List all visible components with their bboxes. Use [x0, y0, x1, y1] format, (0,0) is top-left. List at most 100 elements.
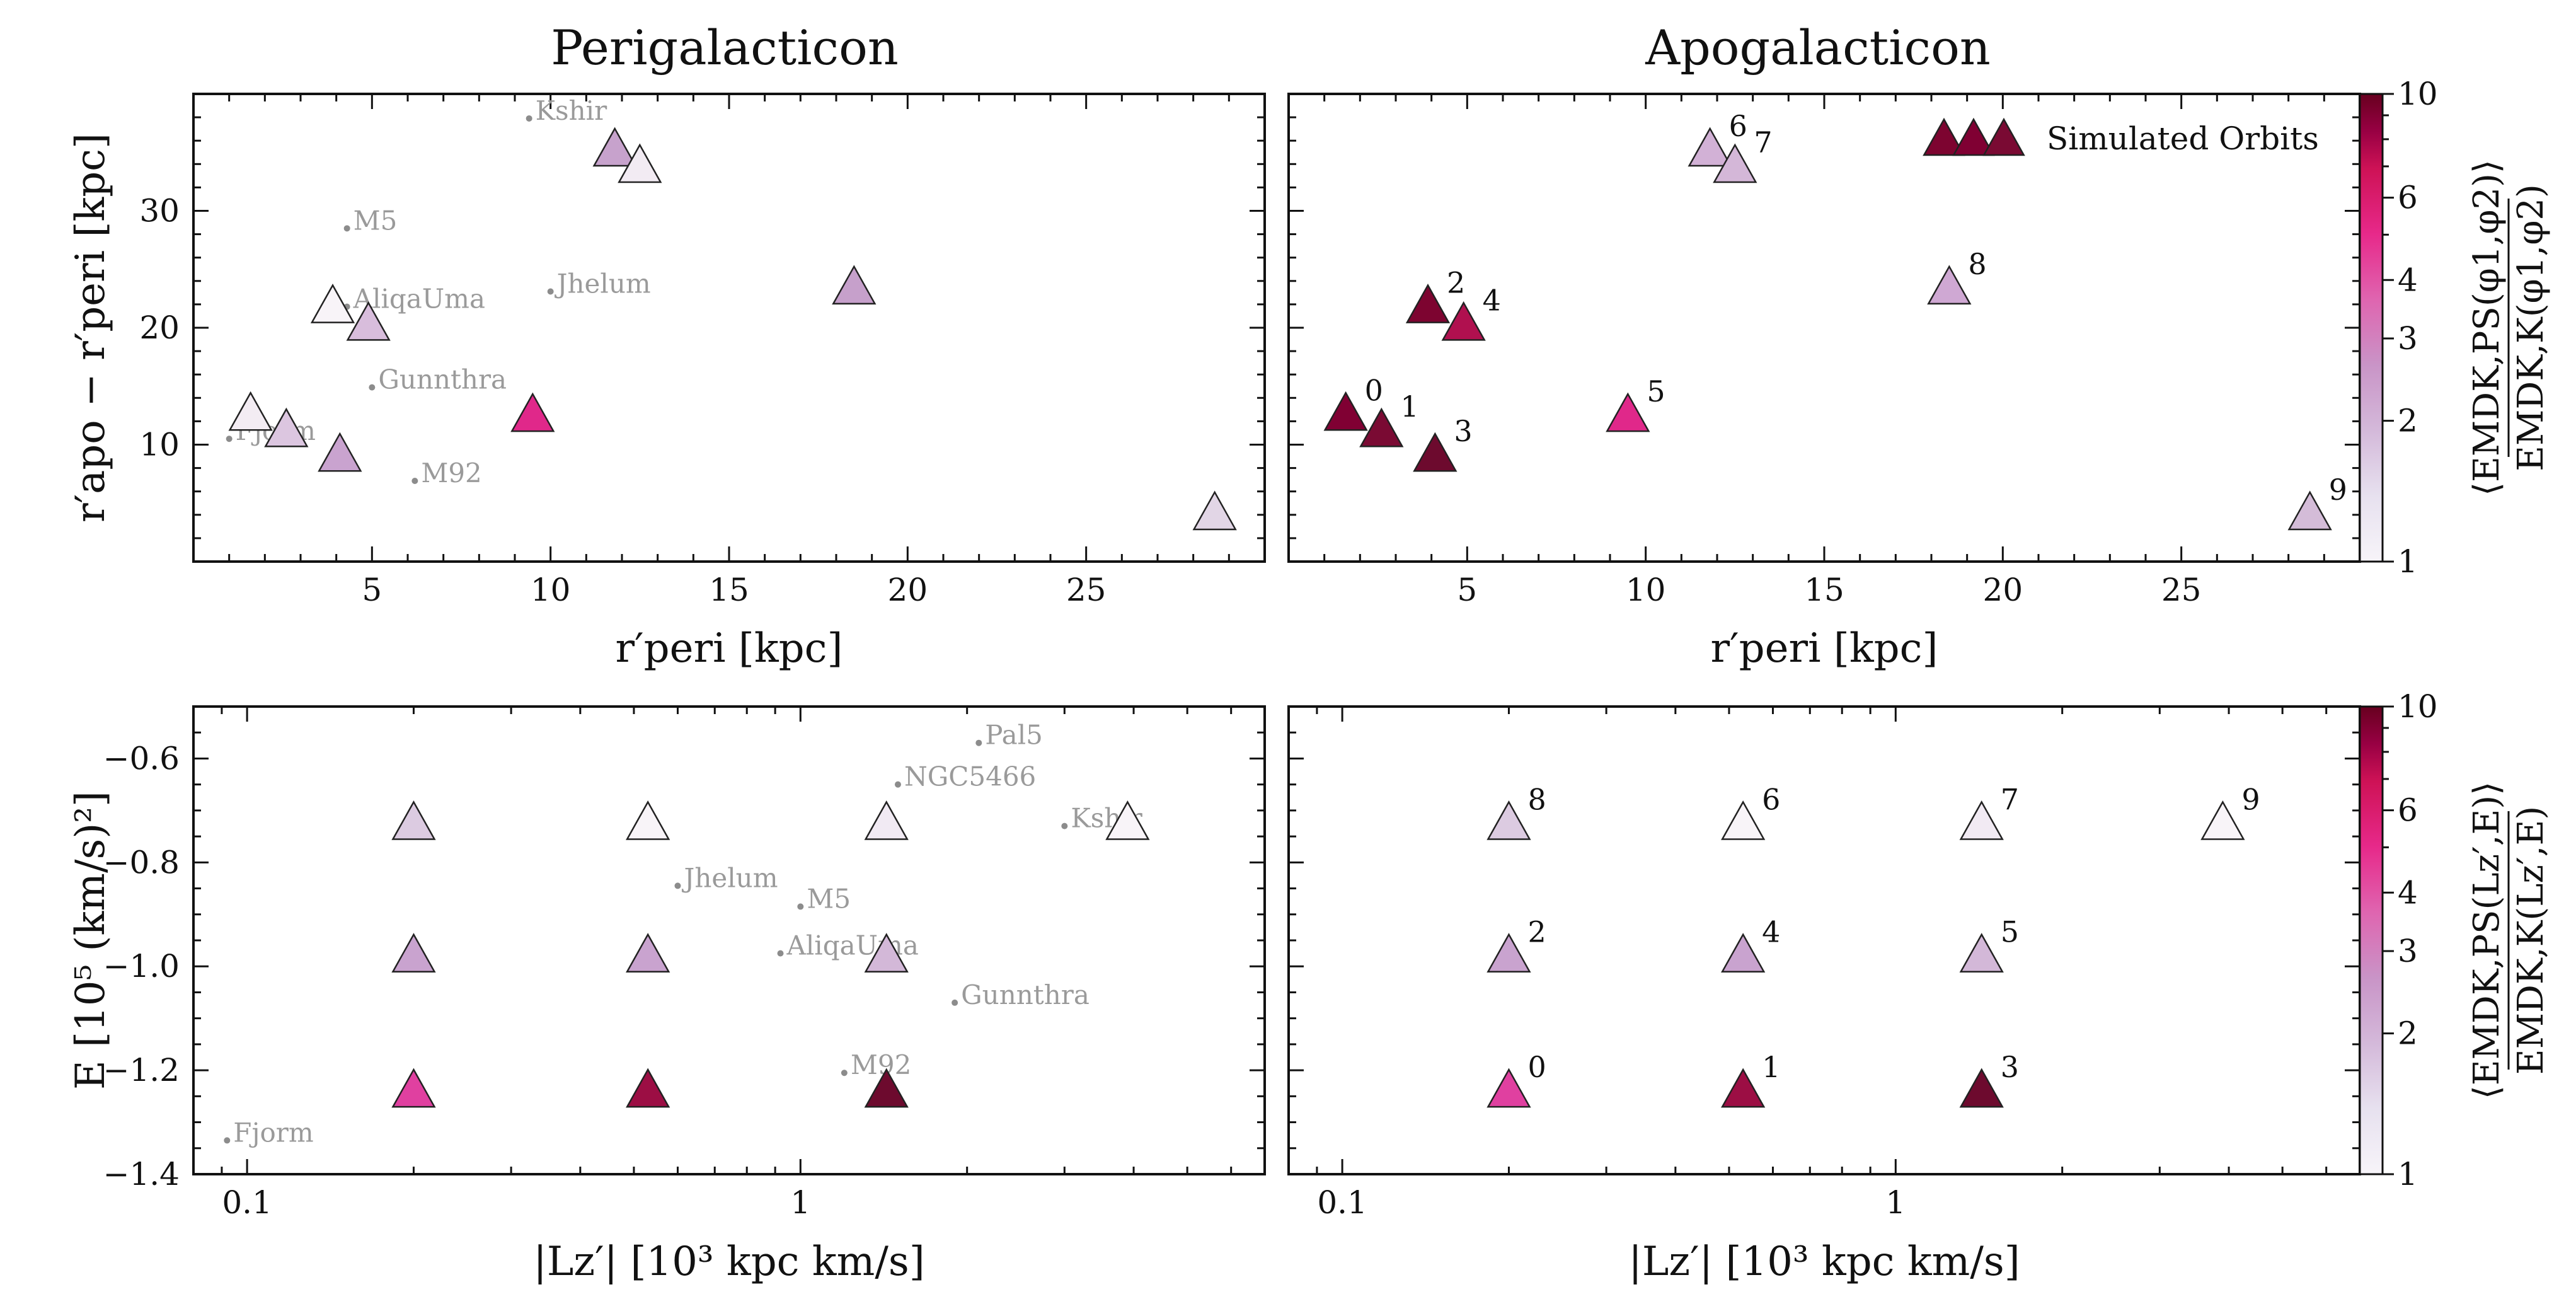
- orbit-marker: [510, 392, 555, 432]
- x-tick-label: 20: [888, 572, 928, 608]
- orbit-label: 5: [1647, 374, 1665, 408]
- orbit-marker: [346, 301, 391, 341]
- stream-label: Kshir: [536, 95, 607, 126]
- orbit-label: 8: [1968, 247, 1986, 281]
- stream-label: Pal5: [985, 720, 1043, 751]
- x-tick-label: 10: [531, 572, 571, 608]
- orbit-label: 0: [1527, 1050, 1546, 1084]
- tick-labels-top-left: 5 10 15 20 25 10 20 30: [139, 193, 1106, 609]
- stream-point: [777, 950, 784, 957]
- orbit-marker: [626, 1068, 670, 1108]
- orbit-marker: [1959, 1068, 2004, 1108]
- x-tick-label: 10: [1626, 572, 1666, 608]
- orbit-marker: [310, 284, 355, 323]
- orbit-marker: [1359, 407, 1404, 447]
- stream-markers-top-left: KshirM5AliqaUmaJhelumGunnthraFjormM92: [226, 95, 651, 488]
- orbit-marker: [1721, 1068, 1766, 1108]
- orbit-marker: [264, 407, 309, 447]
- orbit-marker: [2287, 490, 2332, 531]
- tick-marks-top-right: [1289, 94, 2360, 562]
- colorbar-bottom-numerator: ⟨EMDK,PS(Lz′,E)⟩: [2466, 782, 2507, 1099]
- legend-marker: [1982, 117, 2025, 156]
- x-axis-label-bottom-right: |Lz′| [10³ kpc km/s]: [1628, 1238, 2020, 1285]
- orbit-marker: [2200, 800, 2245, 840]
- orbit-label: 3: [2001, 1050, 2019, 1084]
- orbit-label: 7: [2001, 783, 2019, 817]
- stream-point: [797, 903, 804, 910]
- colorbar-tick-label: 1: [2398, 1156, 2418, 1192]
- x-tick-label: 15: [709, 572, 749, 608]
- colorbar-tick-label: 3: [2398, 320, 2418, 357]
- orbit-marker: [318, 432, 362, 472]
- orbit-label: 9: [2329, 473, 2347, 507]
- stream-label: M5: [807, 883, 851, 914]
- orbit-label: 6: [1729, 109, 1747, 143]
- stream-label: M5: [354, 205, 398, 236]
- orbit-label: 1: [1762, 1050, 1780, 1084]
- orbit-marker: [1486, 1068, 1531, 1108]
- tick-labels-bottom-left: 0.1 1 −0.6 −0.8 −1.0 −1.2 −1.4: [103, 740, 811, 1221]
- colorbar-tick-label: 2: [2398, 403, 2418, 439]
- x-axis-label-top-right: r′peri [kpc]: [1711, 625, 1938, 672]
- panel-top-left: KshirM5AliqaUmaJhelumGunnthraFjormM92 51…: [67, 93, 1266, 672]
- colorbar-tick-label: 3: [2398, 933, 2418, 969]
- title-apogalacticon: Apogalacticon: [1645, 20, 1991, 76]
- stream-point: [226, 436, 233, 442]
- orbit-label: 8: [1527, 783, 1546, 817]
- y-tick-label: −1.2: [103, 1052, 180, 1088]
- orbit-marker: [391, 933, 436, 973]
- x-axis-label-bottom-left: |Lz′| [10³ kpc km/s]: [533, 1238, 924, 1285]
- stream-label: Jhelum: [681, 862, 778, 893]
- colorbar-tick-label: 2: [2398, 1015, 2418, 1052]
- orbit-marker: [1441, 301, 1486, 341]
- stream-point: [411, 478, 418, 485]
- orbit-marker: [618, 143, 662, 183]
- orbit-marker: [1323, 391, 1368, 431]
- x-tick-label: 0.1: [222, 1184, 272, 1221]
- x-tick-label: 20: [1983, 572, 2023, 608]
- stream-point: [975, 739, 982, 746]
- colorbar-top-ticks: 1 2 3 4 6 10: [2383, 76, 2438, 580]
- orbit-label: 6: [1762, 783, 1780, 817]
- y-tick-label: −1.0: [103, 948, 180, 984]
- orbit-markers-bottom-right: 0 1 3 2 4 5 8 6 7 9: [1486, 783, 2260, 1108]
- y-axis-label-bottom-left: E [10⁵ (km/s)²]: [67, 791, 114, 1090]
- orbit-label: 4: [1483, 283, 1501, 317]
- stream-label: Gunnthra: [961, 979, 1090, 1010]
- orbit-marker: [391, 1068, 436, 1108]
- colorbar-tick-label: 4: [2398, 262, 2418, 298]
- stream-point: [343, 225, 350, 232]
- y-tick-label: −0.6: [103, 740, 180, 776]
- tick-marks-bottom-left: [193, 705, 1265, 1175]
- orbit-marker: [1721, 800, 1766, 840]
- orbit-marker: [626, 933, 670, 973]
- x-tick-label: 1: [790, 1184, 810, 1221]
- stream-markers-bottom-left: Pal5NGC5466KshirJhelumM5AliqaUmaGunnthra…: [224, 720, 1143, 1148]
- orbit-marker: [832, 265, 877, 305]
- orbit-marker: [1405, 284, 1451, 323]
- orbit-label: 0: [1365, 373, 1383, 407]
- x-tick-label: 5: [362, 572, 382, 608]
- orbit-label: 2: [1447, 266, 1465, 300]
- legend-marker: [1952, 117, 1995, 156]
- stream-label: Jhelum: [555, 268, 651, 299]
- x-axis-label-top-left: r′peri [kpc]: [616, 625, 843, 672]
- y-tick-label: −1.4: [103, 1156, 180, 1192]
- orbit-label: 9: [2241, 783, 2260, 817]
- orbit-label: 1: [1400, 390, 1418, 424]
- title-perigalacticon: Perigalacticon: [551, 20, 899, 76]
- orbit-marker: [1959, 933, 2004, 973]
- tick-labels-bottom-right: 0.1 1: [1317, 1184, 1906, 1221]
- colorbar-bottom-denominator: EMDK,K(Lz′,E): [2510, 806, 2551, 1075]
- x-tick-label: 15: [1804, 572, 1844, 608]
- orbit-marker: [1606, 392, 1650, 432]
- stream-point: [674, 882, 681, 889]
- tick-marks-bottom-right: [1289, 705, 2360, 1175]
- stream-point: [369, 384, 376, 391]
- stream-point: [547, 288, 554, 295]
- orbit-marker: [1959, 800, 2004, 840]
- stream-label: AliqaUma: [353, 284, 485, 315]
- colorbar-tick-label: 10: [2398, 76, 2438, 112]
- stream-label: NGC5466: [904, 761, 1036, 792]
